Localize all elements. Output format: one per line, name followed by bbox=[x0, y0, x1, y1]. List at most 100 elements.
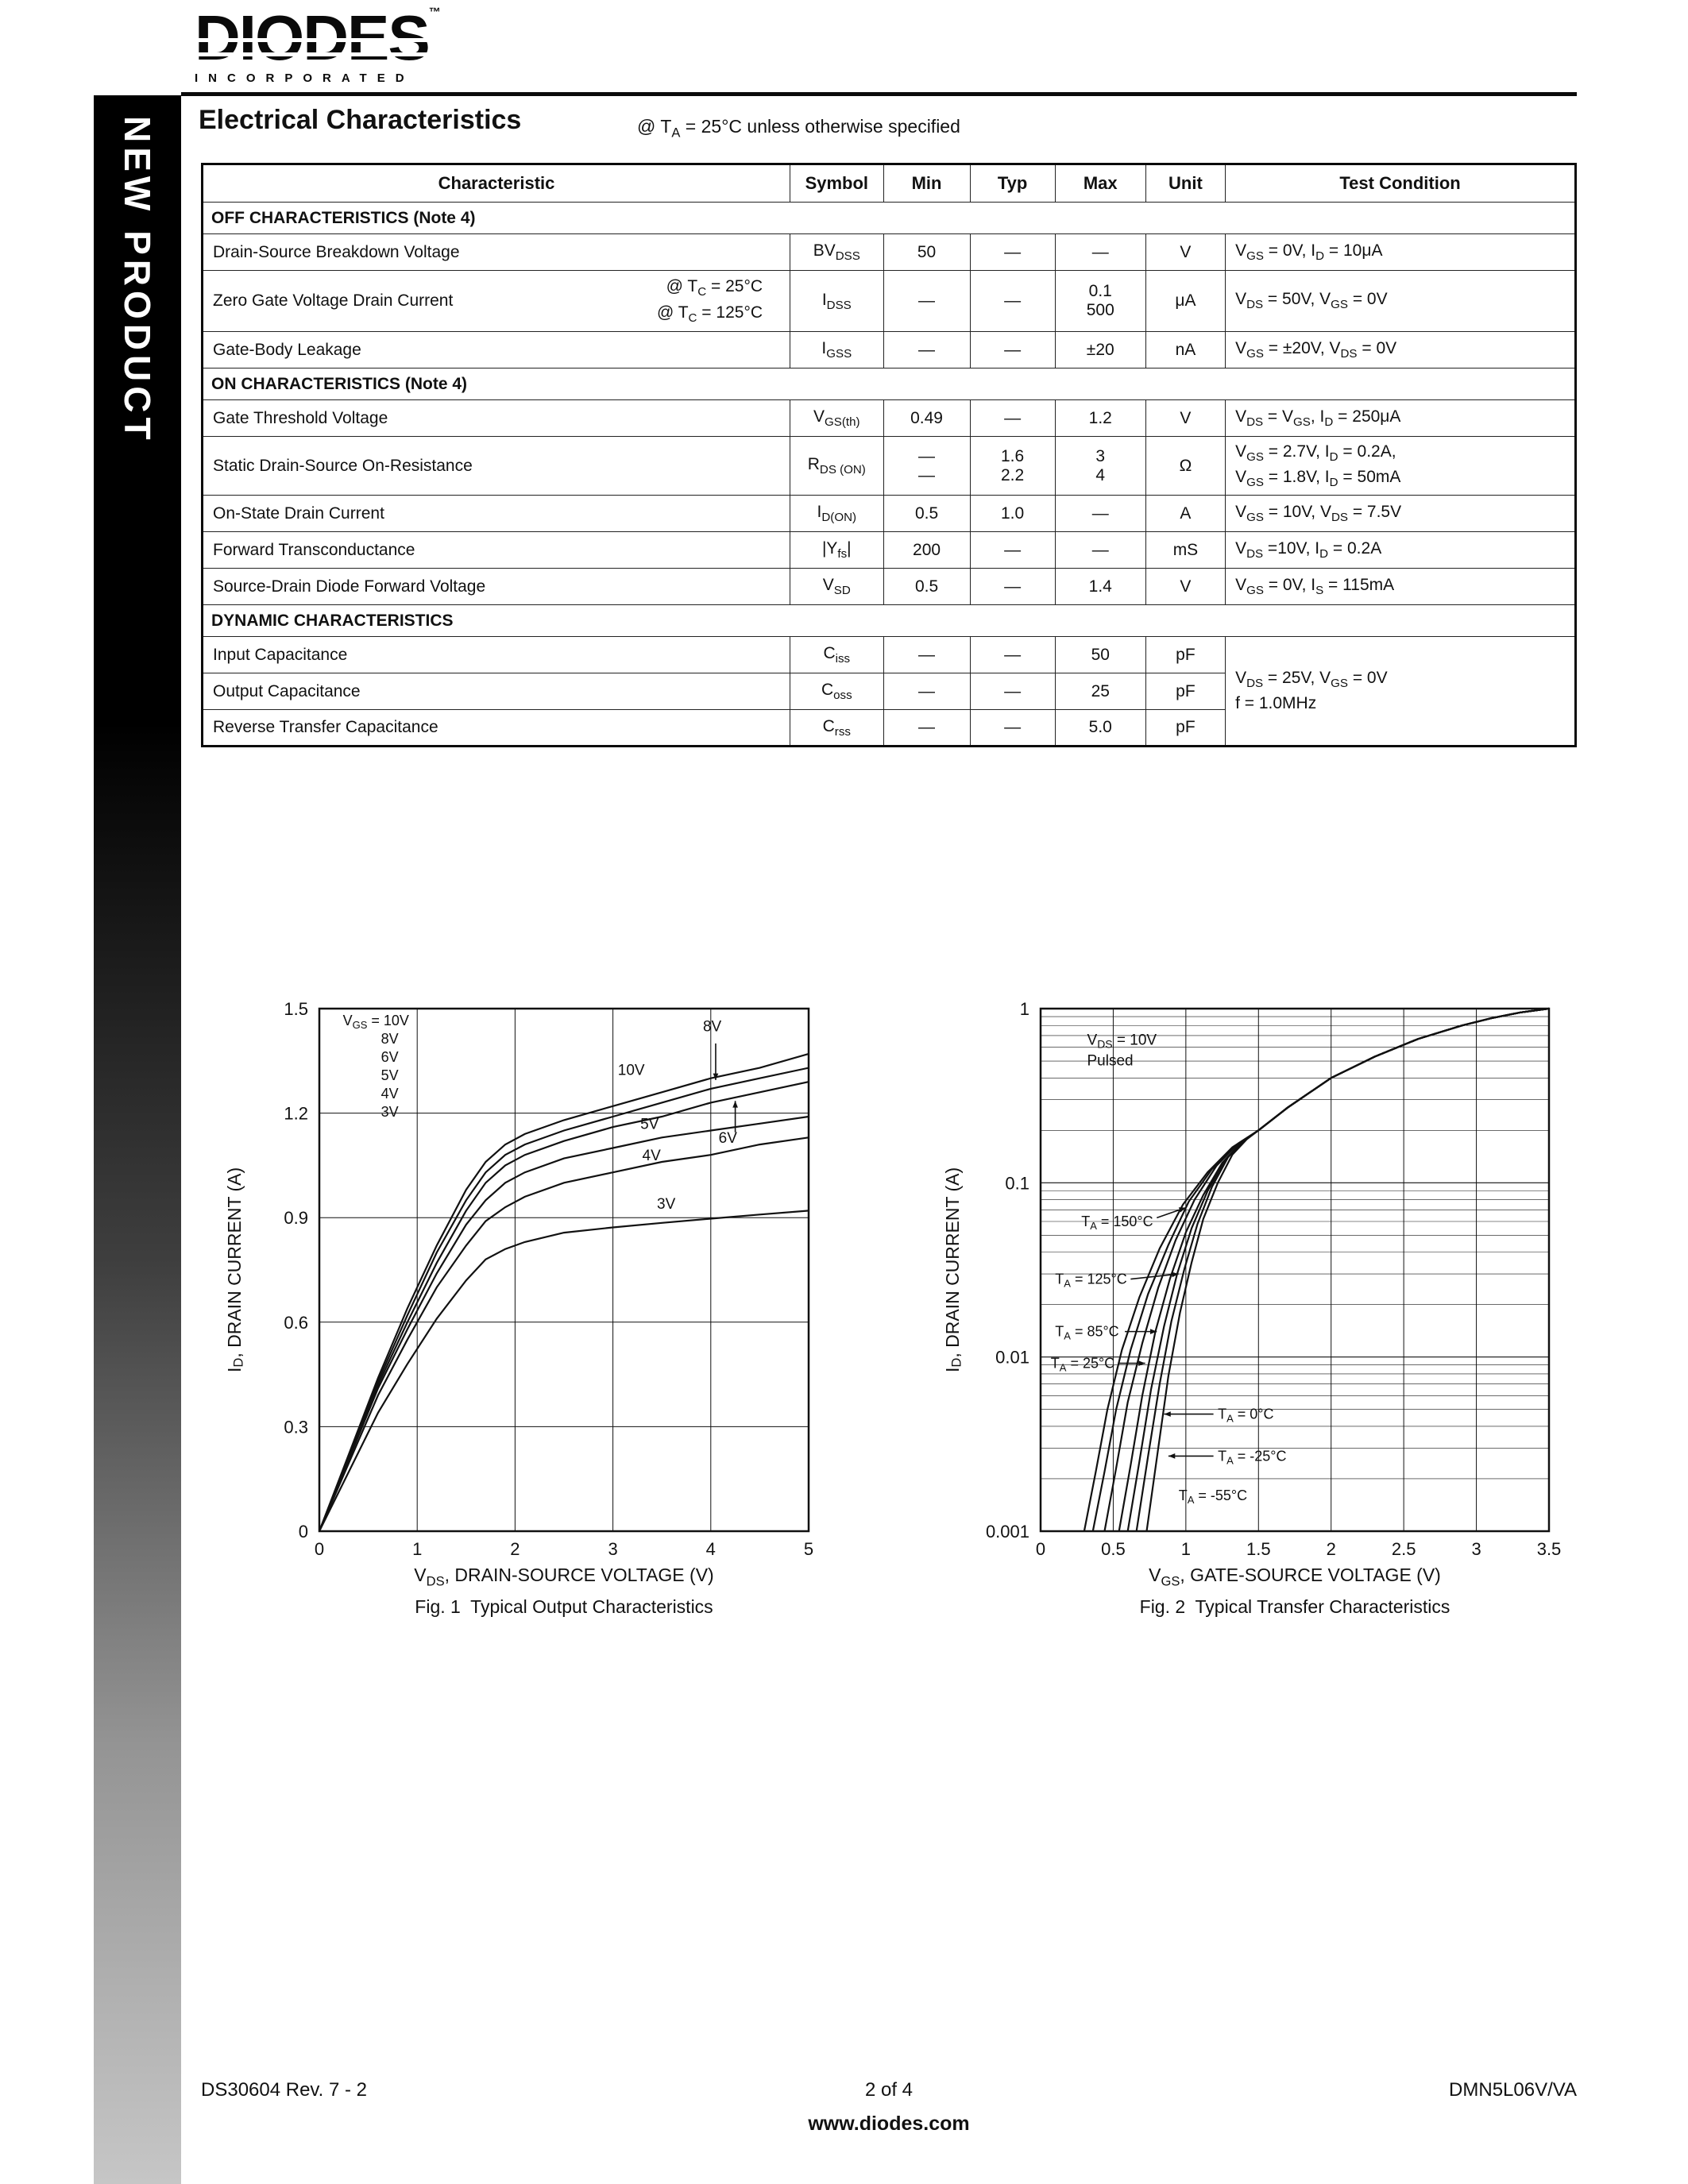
part-number: DMN5L06V/VA bbox=[1449, 2079, 1577, 2101]
typ-cell: — bbox=[969, 673, 1056, 711]
test-condition-cell: VGS = 0V, IS = 115mA bbox=[1225, 568, 1576, 606]
unit-cell: Ω bbox=[1145, 436, 1226, 496]
table-row: Output Capacitance Coss — —25 pF bbox=[201, 673, 1576, 711]
annotation-label: TA = 0°C bbox=[1218, 1406, 1273, 1425]
section-row: OFF CHARACTERISTICS (Note 4) bbox=[202, 202, 1576, 234]
x-tick-label: 2 bbox=[510, 1539, 520, 1559]
max-cell: — bbox=[1054, 531, 1146, 569]
characteristic-cell: Zero Gate Voltage Drain Current @ TC = 25… bbox=[201, 269, 791, 333]
section-label: ON CHARACTERISTICS (Note 4) bbox=[202, 368, 1576, 401]
curve-ta-55-c bbox=[1145, 1007, 1550, 1532]
test-condition-cell: VGS = 0V, ID = 10μA bbox=[1225, 233, 1576, 271]
typ-cell: — bbox=[969, 636, 1056, 674]
column-header: Max bbox=[1054, 164, 1146, 203]
curve-label: 4V bbox=[643, 1148, 662, 1164]
min-cell: — bbox=[883, 269, 971, 333]
annotation-label: TA = 125°C bbox=[1055, 1271, 1126, 1290]
annotation-arrow-head bbox=[1178, 1207, 1186, 1213]
curve-label: 8V bbox=[703, 1019, 722, 1036]
logo-wordmark: DIODES™ bbox=[195, 2, 441, 73]
y-tick-label: 0 bbox=[299, 1522, 308, 1542]
symbol-cell: IDSS bbox=[790, 269, 884, 333]
fig1-y-axis-label: ID, DRAIN CURRENT (A) bbox=[224, 1167, 246, 1373]
typ-cell: — bbox=[969, 269, 1056, 333]
unit-cell: A bbox=[1145, 495, 1226, 533]
page-footer: DS30604 Rev. 7 - 2 2 of 4 DMN5L06V/VA bbox=[201, 2079, 1577, 2105]
max-cell: 50 bbox=[1054, 636, 1146, 674]
curve-ta-0-c bbox=[1126, 1007, 1550, 1532]
min-cell: 200 bbox=[883, 531, 971, 569]
max-cell: ±20 bbox=[1054, 331, 1146, 369]
symbol-cell: VGS(th) bbox=[790, 399, 884, 438]
title-condition-note: @ TA = 25°C unless otherwise specified bbox=[637, 116, 960, 141]
section-label: OFF CHARACTERISTICS (Note 4) bbox=[202, 202, 1576, 234]
unit-cell: pF bbox=[1145, 673, 1226, 711]
x-tick-label: 0.5 bbox=[1101, 1539, 1126, 1559]
x-tick-label: 2 bbox=[1327, 1539, 1336, 1559]
unit-cell: pF bbox=[1145, 636, 1226, 674]
test-condition-cell: VGS = 10V, VDS = 7.5V bbox=[1225, 495, 1576, 533]
annotation-arrow-head bbox=[1168, 1453, 1176, 1459]
curve-3v bbox=[319, 1210, 809, 1532]
min-cell: — — bbox=[883, 436, 971, 496]
fig2-caption: Fig. 2 Typical Transfer Characteristics bbox=[1139, 1596, 1450, 1617]
table-row: On-State Drain Current ID(ON) 0.5 1.0— A VGS … bbox=[201, 495, 1576, 533]
annotation-label: TA = 25°C bbox=[1051, 1356, 1114, 1374]
y-tick-label: 0.001 bbox=[986, 1522, 1029, 1542]
y-tick-label: 1.2 bbox=[284, 1104, 308, 1124]
max-cell: 1.4 bbox=[1054, 568, 1146, 606]
table-row: Zero Gate Voltage Drain Current @ TC = 25… bbox=[201, 269, 1576, 333]
table-row: Reverse Transfer Capacitance Crss — —5.0 pF bbox=[201, 709, 1576, 747]
characteristic-cell: Output Capacitance bbox=[201, 673, 791, 711]
symbol-cell: RDS (ON) bbox=[790, 436, 884, 496]
characteristic-cell: Drain-Source Breakdown Voltage bbox=[201, 233, 791, 271]
test-condition-cell: VDS = VGS, ID = 250μA bbox=[1225, 399, 1576, 438]
max-cell: 25 bbox=[1054, 673, 1146, 711]
logo-stripe bbox=[195, 52, 463, 56]
figure-2: 0 0.5 1 1.5 2 2.5 3 3.5 0.001 0.01 0.1 1 VDS = 10V Pu… bbox=[921, 978, 1620, 1618]
y-tick-label: 0.01 bbox=[995, 1348, 1029, 1368]
x-tick-label: 3 bbox=[1471, 1539, 1481, 1559]
characteristic-cell: Static Drain-Source On-Resistance bbox=[201, 436, 791, 496]
unit-cell: pF bbox=[1145, 709, 1226, 747]
section-row: ON CHARACTERISTICS (Note 4) bbox=[202, 368, 1576, 401]
symbol-cell: BVDSS bbox=[790, 233, 884, 271]
unit-cell: μA bbox=[1145, 269, 1226, 333]
characteristic-cell: Source-Drain Diode Forward Voltage bbox=[201, 568, 791, 606]
annotation-arrow-head bbox=[732, 1101, 738, 1108]
max-cell: 0.1 500 bbox=[1054, 269, 1146, 333]
test-condition-cell: VDS = 50V, VGS = 0V bbox=[1225, 269, 1576, 333]
min-cell: — bbox=[883, 673, 971, 711]
x-tick-label: 1 bbox=[1181, 1539, 1191, 1559]
legend-line: 4V bbox=[381, 1086, 399, 1102]
annotation-arrow-head bbox=[1149, 1329, 1157, 1334]
annotation-label: TA = 150°C bbox=[1081, 1214, 1153, 1232]
table-row: Input Capacitance Ciss — —50 pF VDS = 25V, VG… bbox=[201, 636, 1576, 747]
typ-cell: — bbox=[969, 233, 1056, 271]
table-row: Source-Drain Diode Forward Voltage VSD 0.5… bbox=[201, 568, 1576, 606]
x-tick-label: 5 bbox=[804, 1539, 813, 1559]
legend-line: 6V bbox=[381, 1049, 399, 1065]
curve-8v bbox=[318, 1067, 809, 1532]
characteristic-cell: Input Capacitance bbox=[201, 636, 791, 674]
curve-label: 6V bbox=[719, 1130, 738, 1147]
symbol-cell: VSD bbox=[790, 568, 884, 606]
characteristic-cell: On-State Drain Current bbox=[201, 495, 791, 533]
max-cell: — bbox=[1054, 495, 1146, 533]
logo-incorporated-label: INCORPORATED bbox=[195, 71, 415, 85]
annotation-arrow-head bbox=[1172, 1271, 1179, 1278]
document-number: DS30604 Rev. 7 - 2 bbox=[201, 2079, 368, 2101]
typ-cell: 1.6 2.2 bbox=[969, 436, 1056, 496]
fig1-caption: Fig. 1 Typical Output Characteristics bbox=[415, 1596, 713, 1617]
max-cell: 5.0 bbox=[1054, 709, 1146, 747]
max-cell: — bbox=[1054, 233, 1146, 271]
fig2-y-axis-label: ID, DRAIN CURRENT (A) bbox=[942, 1167, 964, 1373]
annotation-arrow-line bbox=[1130, 1273, 1179, 1280]
table-row: Gate-Body Leakage IGSS — — ±20 nA VGS = ±20V, … bbox=[201, 331, 1576, 369]
min-cell: — bbox=[883, 636, 971, 674]
new-product-label: NEW PRODUCT bbox=[117, 116, 158, 445]
x-tick-label: 3.5 bbox=[1537, 1539, 1562, 1559]
plot-border bbox=[1039, 1007, 1551, 1533]
annotation-arrow-head bbox=[1138, 1360, 1145, 1366]
